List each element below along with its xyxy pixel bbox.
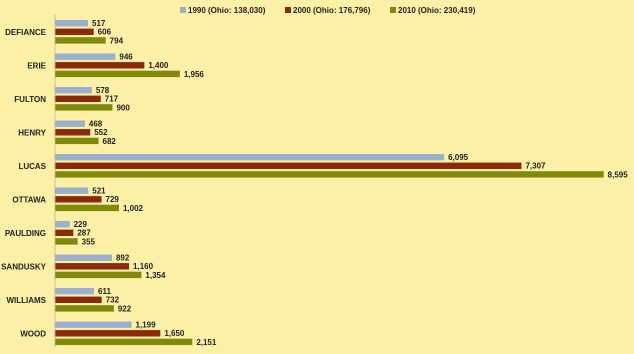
data-label: 229 — [74, 220, 88, 229]
category-group: ERIE 946 1,400 1,956 — [27, 53, 204, 79]
bar — [55, 53, 116, 60]
bar — [55, 330, 161, 337]
bar — [55, 254, 112, 261]
data-label: 578 — [96, 86, 110, 95]
data-label: 1,354 — [145, 271, 166, 280]
bar — [55, 70, 180, 78]
legend-swatch-3 — [390, 7, 396, 13]
legend-label-3: 2010 (Ohio: 230,419) — [398, 6, 476, 15]
data-label: 682 — [103, 137, 117, 146]
data-label: 900 — [116, 103, 130, 112]
category-label: FULTON — [14, 95, 46, 104]
category-label: DEFIANCE — [5, 28, 47, 37]
bar — [55, 338, 193, 346]
data-label: 922 — [118, 304, 132, 313]
data-label: 794 — [110, 36, 124, 45]
category-label: LUCAS — [18, 162, 46, 171]
bar — [55, 62, 145, 69]
data-label: 732 — [106, 296, 120, 305]
bar — [55, 229, 74, 236]
bar — [55, 120, 85, 127]
data-label: 717 — [105, 95, 119, 104]
bar — [55, 20, 89, 27]
bar — [55, 37, 106, 44]
bar — [55, 221, 70, 228]
data-label: 729 — [106, 195, 120, 204]
data-label: 552 — [94, 128, 108, 137]
legend-swatch-1 — [180, 7, 186, 13]
bar — [55, 238, 78, 245]
bar — [55, 129, 91, 136]
category-label: PAULDING — [5, 229, 46, 238]
bar — [55, 154, 445, 161]
data-label: 521 — [92, 187, 106, 196]
bar — [55, 196, 102, 203]
data-label: 287 — [77, 229, 91, 238]
data-label: 1,400 — [148, 61, 169, 70]
data-label: 6,095 — [448, 153, 469, 162]
data-label: 892 — [116, 254, 130, 263]
bar — [55, 263, 130, 270]
data-label: 1,956 — [184, 70, 205, 79]
bar — [55, 305, 114, 312]
legend-label-1: 1990 (Ohio: 138,030) — [188, 6, 266, 15]
bar — [55, 187, 89, 194]
legend-label-2: 2000 (Ohio: 176,796) — [293, 6, 371, 15]
data-label: 1,160 — [133, 262, 154, 271]
category-label: WOOD — [20, 329, 46, 338]
data-label: 1,650 — [164, 329, 185, 338]
bar — [55, 204, 119, 212]
data-label: 468 — [89, 120, 103, 129]
category-label: ERIE — [27, 61, 46, 70]
data-label: 7,307 — [525, 162, 546, 171]
category-label: OTTAWA — [12, 195, 46, 204]
bar — [55, 87, 92, 94]
category-label: SANDUSKY — [1, 262, 47, 271]
chart-legend: 1990 (Ohio: 138,030) 2000 (Ohio: 176,796)… — [180, 6, 476, 15]
data-label: 8,595 — [608, 170, 629, 179]
bar — [55, 104, 113, 111]
category-label: HENRY — [18, 128, 46, 137]
bar — [55, 28, 94, 35]
legend-swatch-2 — [285, 7, 291, 13]
bar — [55, 171, 604, 178]
data-label: 606 — [98, 28, 112, 37]
bar — [55, 296, 102, 303]
bar — [55, 321, 132, 328]
data-label: 1,199 — [136, 321, 157, 330]
bar — [55, 95, 101, 102]
data-label: 1,002 — [123, 204, 144, 213]
bar — [55, 271, 142, 279]
data-label: 611 — [98, 287, 111, 296]
bar — [55, 162, 522, 169]
bar — [55, 288, 95, 295]
category-group: WOOD 1,199 1,650 2,151 — [20, 321, 217, 347]
bar — [55, 137, 99, 145]
data-label: 2,151 — [196, 338, 217, 347]
category-label: WILLIAMS — [6, 296, 46, 305]
data-label: 946 — [119, 53, 133, 62]
data-label: 355 — [82, 237, 96, 246]
data-label: 517 — [92, 19, 106, 28]
category-group: LUCAS 6,095 7,307 8,595 — [18, 153, 628, 179]
